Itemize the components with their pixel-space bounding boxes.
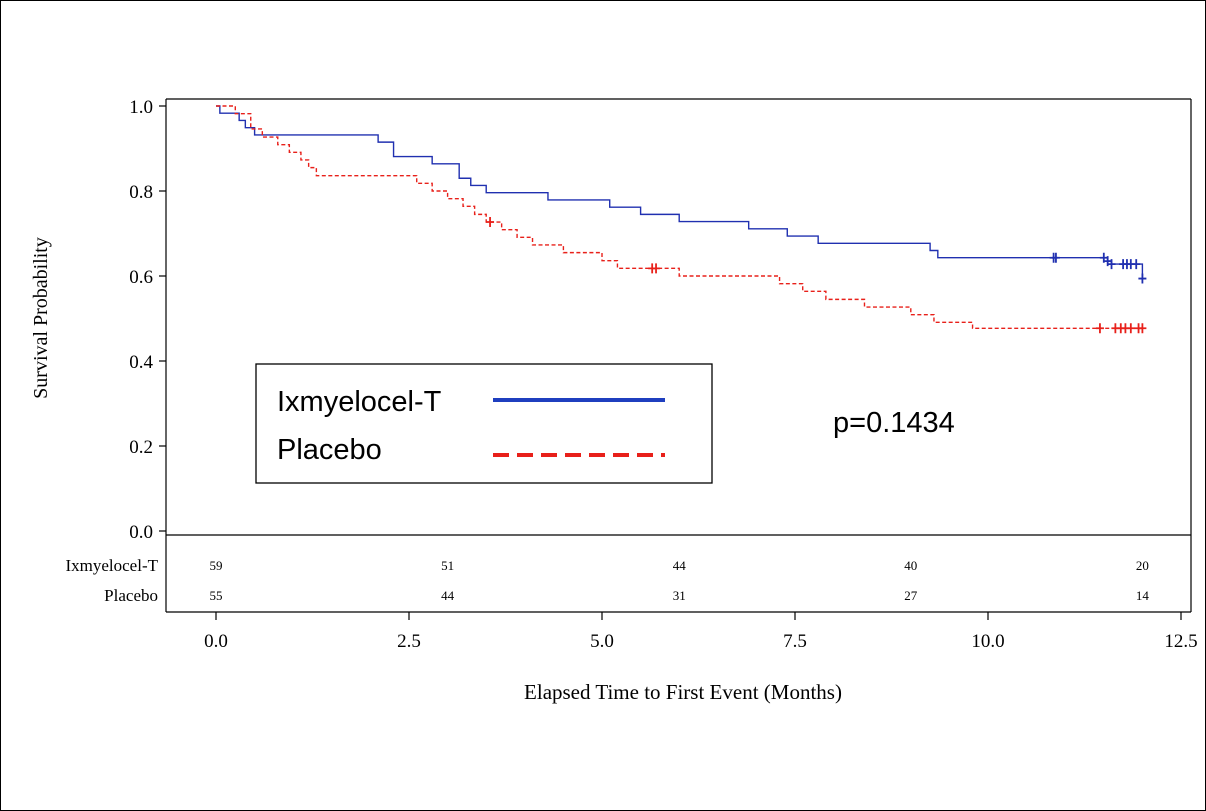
- censor-marks: [486, 217, 1147, 334]
- y-tick-label: 0.2: [129, 437, 153, 458]
- censor-mark-ixmyelocel: [1138, 273, 1147, 284]
- x-tick-label: 7.5: [783, 631, 807, 652]
- y-tick-label: 0.4: [129, 352, 153, 373]
- x-tick-label: 5.0: [590, 631, 614, 652]
- censor-mark-placebo: [1095, 323, 1104, 334]
- x-axis-label: Elapsed Time to First Event (Months): [524, 680, 842, 704]
- y-tick-label: 0.8: [129, 182, 153, 203]
- risk-row-label: Placebo: [104, 586, 158, 605]
- y-axis-label: Survival Probability: [30, 237, 52, 399]
- x-ticks: 0.0 2.5 5.0 7.5 10.0 12.5: [204, 612, 1198, 652]
- risk-count: 27: [904, 588, 918, 603]
- x-tick-label: 0.0: [204, 631, 228, 652]
- risk-count: 44: [441, 588, 455, 603]
- y-ticks: 0.0 0.2 0.4 0.6 0.8 1.0: [129, 97, 166, 543]
- p-value-annotation: p=0.1434: [833, 407, 955, 439]
- legend: Ixmyelocel-T Placebo: [255, 363, 713, 484]
- censor-mark-ixmyelocel: [1107, 259, 1116, 270]
- censor-mark-placebo: [1126, 323, 1135, 334]
- y-tick-label: 1.0: [129, 97, 153, 118]
- risk-count: 31: [673, 588, 686, 603]
- risk-count: 51: [441, 558, 454, 573]
- censor-mark-placebo: [486, 217, 495, 228]
- y-tick-label: 0.0: [129, 522, 153, 543]
- survival-curves: [216, 105, 1144, 329]
- censor-mark-ixmyelocel: [1132, 259, 1141, 270]
- x-tick-label: 10.0: [971, 631, 1004, 652]
- risk-count: 20: [1136, 558, 1149, 573]
- censor-mark-ixmyelocel: [1051, 252, 1060, 263]
- curve-ixmyelocel: [216, 105, 1144, 279]
- legend-label-placebo: Placebo: [277, 434, 382, 466]
- x-tick-label: 12.5: [1164, 631, 1197, 652]
- x-tick-label: 2.5: [397, 631, 421, 652]
- risk-row-label: Ixmyelocel-T: [65, 556, 158, 575]
- censor-mark-placebo: [1138, 323, 1147, 334]
- legend-box: [255, 363, 713, 484]
- risk-count: 14: [1136, 588, 1150, 603]
- y-tick-label: 0.6: [129, 267, 153, 288]
- risk-count: 44: [673, 558, 687, 573]
- risk-table: Ixmyelocel-T 59 51 44 40 20 Placebo 55 44 31 27 14: [65, 556, 1149, 605]
- legend-label-ixmyelocel: Ixmyelocel-T: [277, 386, 442, 418]
- risk-count: 40: [904, 558, 917, 573]
- risk-count: 55: [210, 588, 223, 603]
- censor-mark-placebo: [652, 263, 661, 274]
- risk-count: 59: [210, 558, 223, 573]
